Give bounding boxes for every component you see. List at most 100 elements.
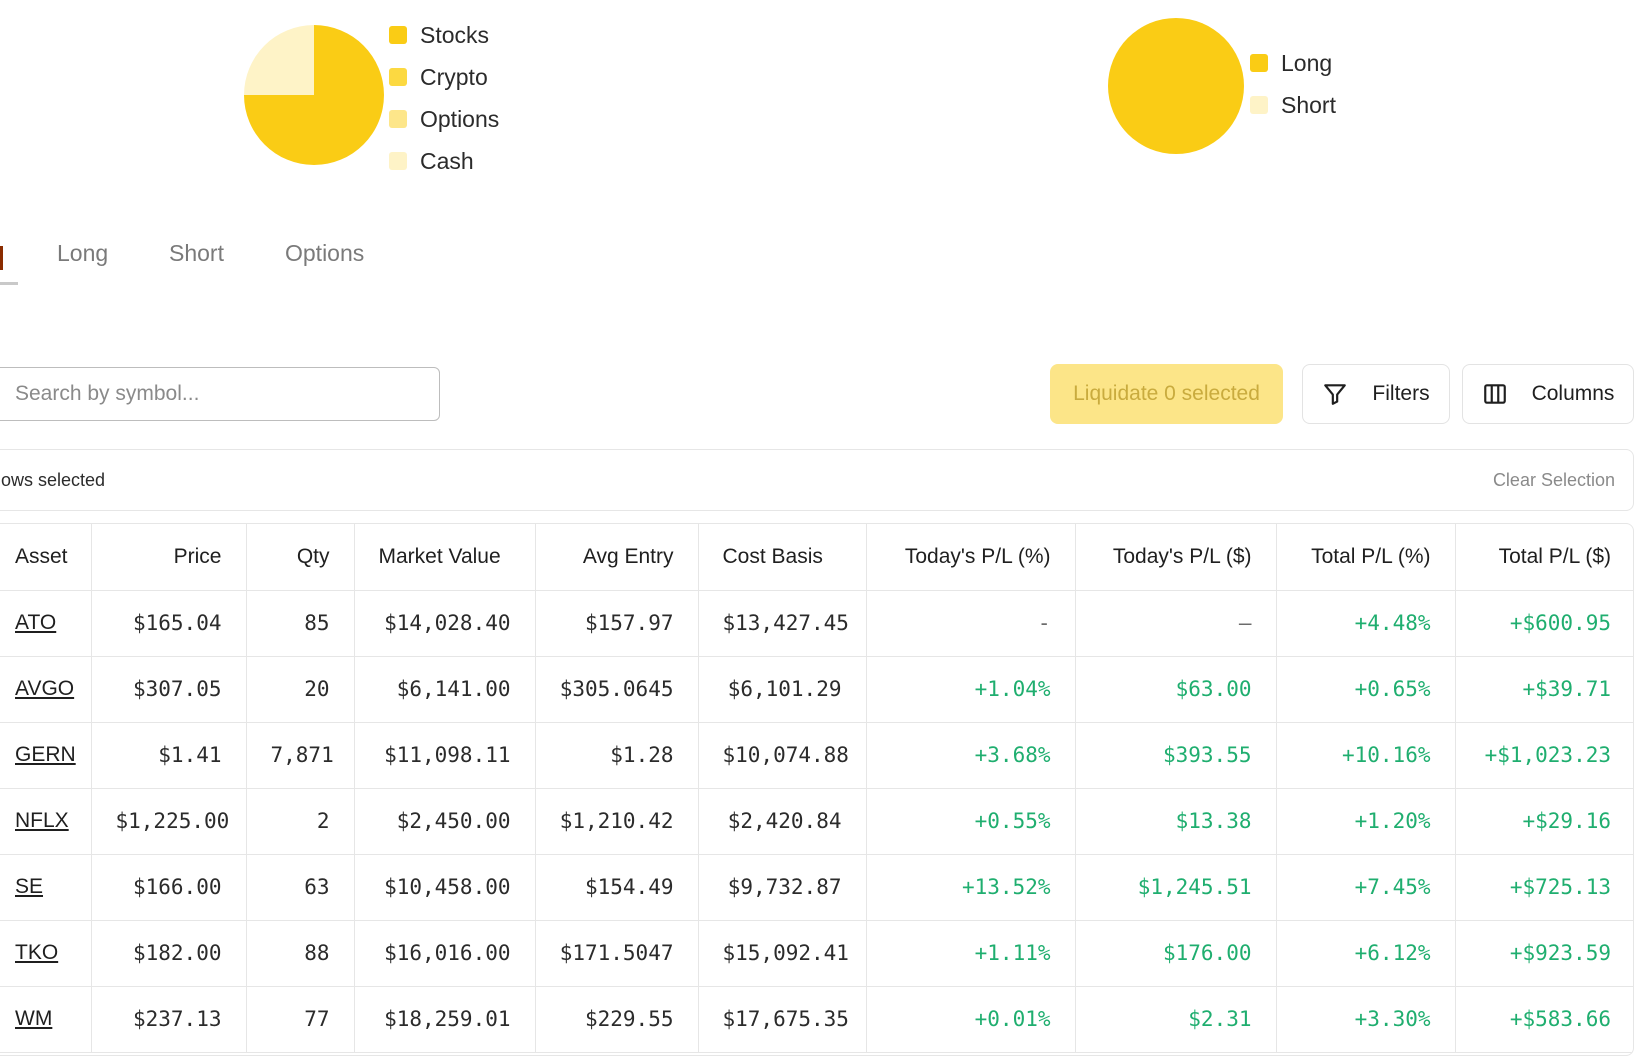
cell-avg-entry: $171.5047 [535,920,699,987]
asset-link[interactable]: ATO [15,611,57,634]
table-row[interactable]: ATO $165.04 85 $14,028.40 $157.97 $13,42… [0,590,1633,657]
side-slice-long[interactable] [1108,18,1244,154]
col-header-price[interactable]: Price [91,524,247,591]
tab-short[interactable]: Short [169,240,224,266]
col-header-cost-basis[interactable]: Cost Basis [698,524,867,591]
col-header-todays-pl-pct[interactable]: Today's P/L (%) [866,524,1076,591]
cell-market-value: $11,098.11 [354,722,536,789]
cell-cost-basis: $13,427.45 [698,590,867,657]
asset-link[interactable]: WM [15,1007,53,1030]
cell-cost-basis: $15,092.41 [698,920,867,987]
cell-market-value: $14,028.40 [354,590,536,657]
cell-total-pl-usd: +$923.59 [1455,920,1633,987]
table-row[interactable]: TKO $182.00 88 $16,016.00 $171.5047 $15,… [0,920,1633,987]
table-row[interactable]: NFLX $1,225.00 2 $2,450.00 $1,210.42 $2,… [0,788,1633,855]
table-row[interactable]: SE $166.00 63 $10,458.00 $154.49 $9,732.… [0,854,1633,921]
legend-item-options[interactable]: Options [389,98,499,140]
table-row[interactable]: GERN $1.41 7,871 $11,098.11 $1.28 $10,07… [0,722,1633,789]
asset-link[interactable]: GERN [15,743,76,766]
cell-market-value: $18,259.01 [354,986,536,1053]
table-row[interactable]: AVGO $307.05 20 $6,141.00 $305.0645 $6,1… [0,656,1633,723]
clear-selection-button[interactable]: Clear Selection [1492,470,1615,490]
cell-avg-entry: $229.55 [535,986,699,1053]
legend-label: Short [1281,91,1336,118]
cell-cost-basis: $17,675.35 [698,986,867,1053]
legend-item-cash[interactable]: Cash [389,140,499,182]
cell-cost-basis: $6,101.29 [698,656,867,723]
cell-price: $1.41 [91,722,247,789]
legend-item-crypto[interactable]: Crypto [389,56,499,98]
cell-avg-entry: $305.0645 [535,656,699,723]
table-header-row: Asset Price Qty Market Value Avg Entry C… [0,524,1633,591]
allocation-chart [244,25,384,165]
cell-todays-pl-usd: $2.31 [1075,986,1277,1053]
cell-total-pl-usd: +$600.95 [1455,590,1633,657]
cell-total-pl-pct: +7.45% [1276,854,1456,921]
col-header-market-value[interactable]: Market Value [354,524,536,591]
columns-button[interactable]: Columns [1462,364,1634,424]
allocation-legend: Stocks Crypto Options Cash [389,14,499,182]
col-header-total-pl-pct[interactable]: Total P/L (%) [1276,524,1456,591]
cell-todays-pl-usd: $393.55 [1075,722,1277,789]
cell-asset: NFLX [0,788,92,855]
col-header-asset[interactable]: Asset [0,524,92,591]
cell-todays-pl-usd: $1,245.51 [1075,854,1277,921]
cell-total-pl-pct: +1.20% [1276,788,1456,855]
legend-label: Stocks [420,21,490,48]
cell-todays-pl-usd: – [1075,590,1277,657]
cell-qty: 63 [246,854,355,921]
legend-item-stocks[interactable]: Stocks [389,14,499,56]
legend-item-long[interactable]: Long [1250,42,1336,84]
cell-price: $1,225.00 [91,788,247,855]
filters-button[interactable]: Filters [1302,364,1450,424]
col-header-avg-entry[interactable]: Avg Entry [535,524,699,591]
cell-cost-basis: $10,074.88 [698,722,867,789]
cell-total-pl-pct: +10.16% [1276,722,1456,789]
cell-cost-basis: $2,420.84 [698,788,867,855]
search-input[interactable] [0,367,440,421]
tab-long[interactable]: Long [57,240,109,266]
table-row[interactable]: WM $237.13 77 $18,259.01 $229.55 $17,675… [0,986,1633,1053]
selection-bar: ows selected Clear Selection [0,449,1634,511]
asset-link[interactable]: TKO [15,941,59,964]
cell-total-pl-pct: +0.65% [1276,656,1456,723]
cell-asset: WM [0,986,92,1053]
cell-qty: 20 [246,656,355,723]
active-tab-underline [0,282,18,285]
cell-total-pl-pct: +6.12% [1276,920,1456,987]
cell-todays-pl-pct: +3.68% [866,722,1076,789]
legend-swatch [389,68,407,86]
cell-price: $165.04 [91,590,247,657]
asset-link[interactable]: SE [15,875,44,898]
cell-market-value: $16,016.00 [354,920,536,987]
cell-total-pl-usd: +$725.13 [1455,854,1633,921]
col-header-total-pl-usd[interactable]: Total P/L ($) [1455,524,1633,591]
col-header-qty[interactable]: Qty [246,524,355,591]
liquidate-label: Liquidate 0 selected [1073,382,1260,405]
filter-icon [1322,381,1348,407]
positions-table: Asset Price Qty Market Value Avg Entry C… [0,523,1634,1056]
asset-link[interactable]: AVGO [15,677,75,700]
legend-label: Long [1281,49,1333,76]
legend-item-short[interactable]: Short [1250,84,1336,126]
cell-total-pl-pct: +4.48% [1276,590,1456,657]
legend-swatch [389,110,407,128]
allocation-slice-cash[interactable] [244,25,314,95]
liquidate-button[interactable]: Liquidate 0 selected [1050,364,1283,424]
cell-avg-entry: $157.97 [535,590,699,657]
cell-avg-entry: $154.49 [535,854,699,921]
tab-all-active-marker[interactable] [0,246,3,270]
tab-options[interactable]: Options [285,240,365,266]
legend-swatch [1250,96,1268,114]
col-header-todays-pl-usd[interactable]: Today's P/L ($) [1075,524,1277,591]
side-chart [1108,18,1244,154]
side-pie [1108,18,1244,154]
cell-avg-entry: $1,210.42 [535,788,699,855]
positions-tabs: Long Short Options [0,228,420,286]
cell-asset: TKO [0,920,92,987]
cell-total-pl-usd: +$39.71 [1455,656,1633,723]
cell-todays-pl-pct: - [866,590,1076,657]
asset-link[interactable]: NFLX [15,809,69,832]
cell-qty: 2 [246,788,355,855]
allocation-pie [244,25,384,165]
